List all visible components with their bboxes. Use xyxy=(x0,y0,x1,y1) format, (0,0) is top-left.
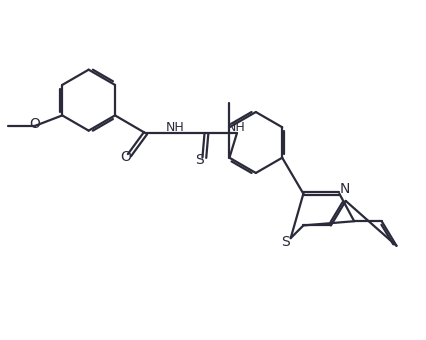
Text: S: S xyxy=(280,235,289,249)
Text: N: N xyxy=(339,183,349,197)
Text: O: O xyxy=(29,117,40,131)
Text: S: S xyxy=(194,153,203,167)
Text: NH: NH xyxy=(226,121,245,134)
Text: NH: NH xyxy=(165,121,184,134)
Text: O: O xyxy=(119,150,130,164)
